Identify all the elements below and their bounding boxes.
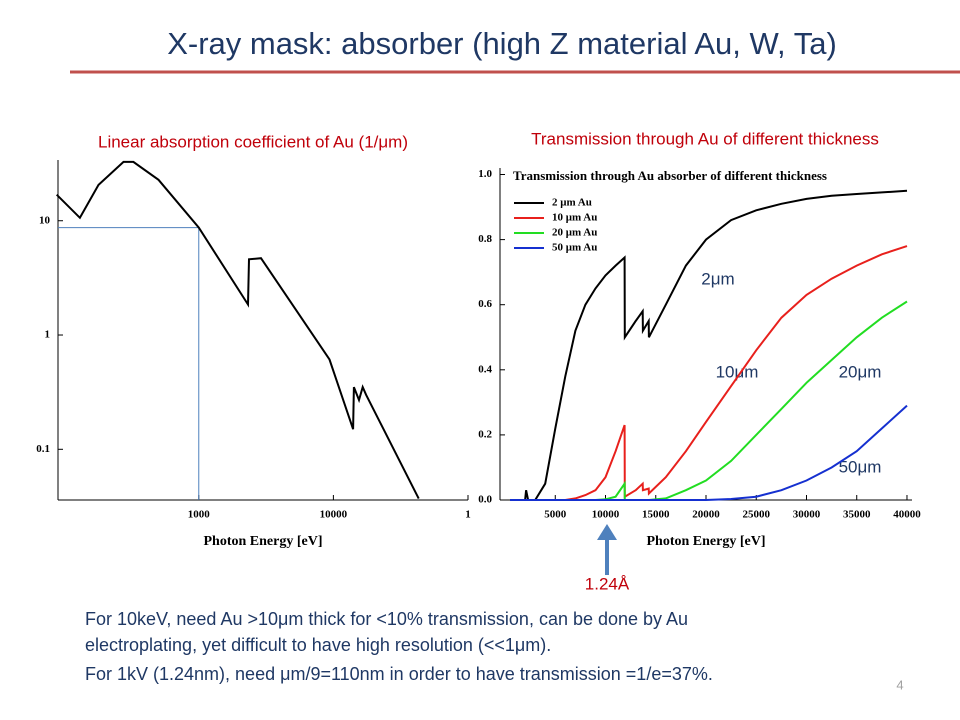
page-number: 4 (896, 677, 903, 692)
annotation: 20μm (839, 362, 882, 381)
y-tick-label: 0.1 (36, 443, 50, 455)
chart-title: Linear absorption coefficient of Au (1/μ… (98, 132, 408, 151)
annotation: 50μm (839, 457, 882, 476)
chart-title: Transmission through Au of different thi… (531, 129, 879, 148)
x-tick-label: 20000 (692, 509, 720, 521)
y-tick-label: 1.0 (478, 168, 492, 180)
x-tick-label: 5000 (544, 509, 567, 521)
annotation: 10μm (716, 362, 759, 381)
y-tick-label: 0.0 (478, 494, 492, 506)
y-tick-label: 0.6 (478, 298, 492, 310)
x-tick-label: 25000 (742, 509, 770, 521)
x-tick-label: 10000 (592, 509, 620, 521)
series-line (510, 404, 908, 501)
body-text: electroplating, yet difficult to have hi… (85, 635, 551, 655)
chart-inner-title: Transmission through Au absorber of diff… (513, 168, 827, 183)
marker-label: 1.24Å (585, 574, 630, 593)
x-tick-label: 15000 (642, 509, 670, 521)
x-tick-label: 35000 (843, 509, 871, 521)
y-tick-label: 1 (45, 329, 51, 341)
x-tick-label: 30000 (793, 509, 821, 521)
x-tick-label: 1000 (188, 509, 211, 521)
x-axis-label: Photon Energy [eV] (647, 534, 766, 549)
y-tick-label: 10 (39, 214, 51, 226)
body-text: For 1kV (1.24nm), need μm/9=110nm in ord… (85, 664, 713, 684)
legend-label: 50 μm Au (552, 242, 597, 254)
x-tick-label: 1 (465, 509, 471, 521)
body-text: For 10keV, need Au >10μm thick for <10% … (85, 609, 688, 629)
x-tick-label: 10000 (320, 509, 348, 521)
y-tick-label: 0.8 (478, 233, 492, 245)
legend-label: 2 μm Au (552, 197, 592, 209)
annotation: 2μm (701, 269, 734, 288)
arrow-head (597, 524, 617, 540)
series-line (510, 189, 908, 501)
x-tick-label: 40000 (893, 509, 921, 521)
legend-label: 10 μm Au (552, 212, 597, 224)
legend-label: 20 μm Au (552, 227, 597, 239)
series-line (55, 160, 420, 500)
y-tick-label: 0.4 (478, 363, 492, 375)
x-axis-label: Photon Energy [eV] (204, 534, 323, 549)
y-tick-label: 0.2 (478, 428, 492, 440)
slide-title: X-ray mask: absorber (high Z material Au… (167, 26, 837, 61)
